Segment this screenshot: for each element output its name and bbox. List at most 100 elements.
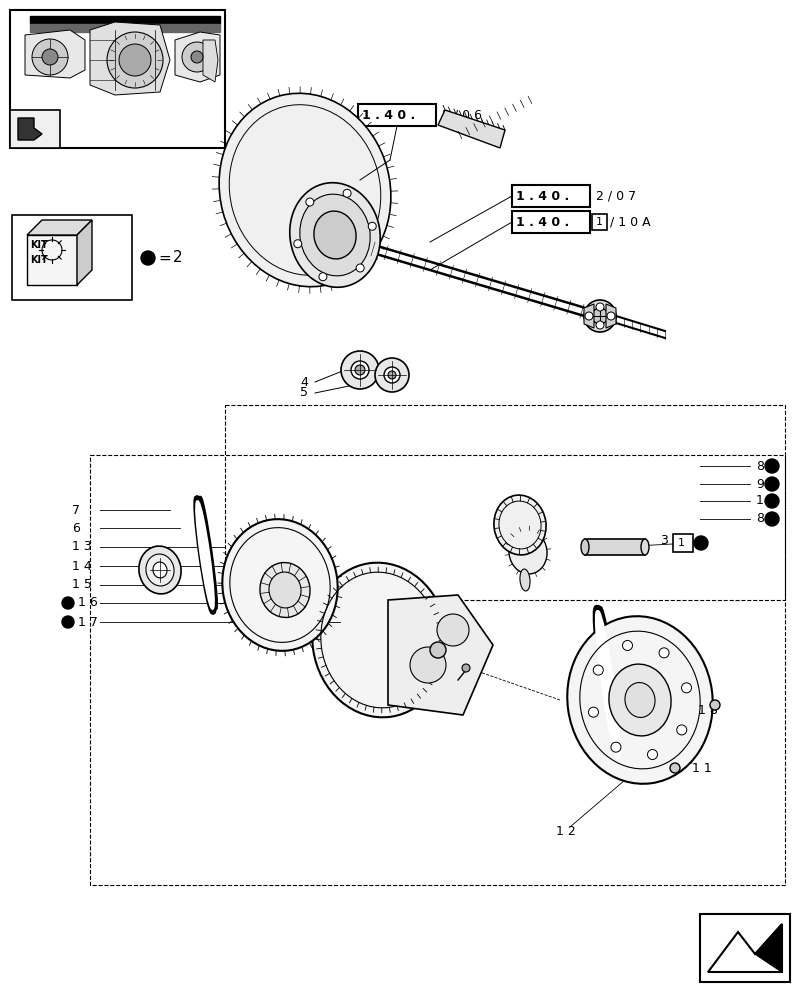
Text: 9: 9 [755, 478, 763, 490]
Ellipse shape [299, 194, 370, 276]
Circle shape [646, 750, 657, 760]
Circle shape [354, 365, 365, 375]
Bar [358, 104, 436, 126]
Text: 7: 7 [72, 504, 80, 516]
Polygon shape [90, 22, 169, 95]
Text: KIT: KIT [30, 240, 48, 250]
Bar [10, 110, 60, 148]
Polygon shape [27, 220, 92, 235]
Circle shape [141, 251, 155, 265]
Ellipse shape [312, 563, 447, 717]
Circle shape [676, 725, 686, 735]
Circle shape [436, 614, 469, 646]
Circle shape [356, 264, 363, 272]
Circle shape [430, 642, 445, 658]
Ellipse shape [581, 539, 588, 555]
Ellipse shape [139, 546, 181, 594]
Circle shape [343, 189, 350, 197]
Circle shape [610, 742, 620, 752]
Text: 3: 3 [659, 534, 667, 546]
Ellipse shape [196, 502, 213, 608]
Circle shape [191, 51, 203, 63]
Circle shape [107, 32, 163, 88]
Polygon shape [25, 30, 85, 78]
Ellipse shape [608, 664, 670, 736]
Ellipse shape [595, 608, 619, 762]
Ellipse shape [260, 563, 310, 617]
Circle shape [583, 300, 616, 332]
Circle shape [764, 494, 778, 508]
Text: / 1 0 A: / 1 0 A [609, 216, 650, 229]
Text: 1 4: 1 4 [72, 560, 92, 572]
Circle shape [461, 664, 470, 672]
Ellipse shape [350, 361, 368, 379]
Polygon shape [18, 118, 42, 140]
Bar [10, 10, 225, 148]
Text: 2 / 0 7: 2 / 0 7 [595, 190, 635, 203]
Polygon shape [754, 924, 781, 972]
Circle shape [764, 512, 778, 526]
Polygon shape [175, 32, 220, 82]
Text: 1: 1 [594, 217, 602, 227]
Ellipse shape [152, 562, 167, 578]
Ellipse shape [493, 495, 546, 555]
Text: 5: 5 [299, 386, 307, 399]
Text: KIT: KIT [30, 255, 48, 265]
Bar [672, 534, 692, 552]
Text: 1 . 4 0 .: 1 . 4 0 . [362, 109, 414, 122]
Text: 8: 8 [755, 512, 763, 526]
Ellipse shape [290, 183, 380, 287]
Circle shape [588, 707, 598, 717]
Text: 1 2: 1 2 [556, 825, 575, 838]
Ellipse shape [222, 519, 337, 651]
Circle shape [593, 665, 603, 675]
Text: 1 . 4 0 .: 1 . 4 0 . [515, 216, 569, 229]
Ellipse shape [519, 569, 530, 591]
Text: 1 6: 1 6 [78, 596, 97, 609]
Text: 1 7: 1 7 [78, 615, 98, 628]
Bar [12, 215, 132, 300]
Text: =: = [158, 250, 170, 265]
Circle shape [591, 308, 607, 324]
Circle shape [622, 640, 632, 650]
Polygon shape [437, 110, 504, 148]
Circle shape [388, 371, 396, 379]
Text: 1: 1 [677, 538, 684, 548]
Text: 1 . 4 0 .: 1 . 4 0 . [515, 190, 569, 203]
Text: 6: 6 [72, 522, 79, 534]
Polygon shape [605, 304, 616, 328]
Bar [512, 185, 590, 207]
Circle shape [32, 39, 68, 75]
Text: 1 3: 1 3 [72, 540, 92, 554]
Bar [591, 214, 607, 230]
Bar [699, 914, 789, 982]
Ellipse shape [624, 683, 654, 717]
Ellipse shape [341, 351, 379, 389]
Circle shape [62, 616, 74, 628]
Bar [584, 539, 644, 555]
Circle shape [764, 477, 778, 491]
Ellipse shape [195, 498, 213, 612]
Circle shape [595, 321, 603, 329]
Circle shape [680, 683, 691, 693]
Circle shape [659, 648, 668, 658]
Text: 1 1: 1 1 [691, 762, 711, 774]
Circle shape [42, 49, 58, 65]
Text: 1 8: 1 8 [697, 704, 717, 716]
Ellipse shape [146, 554, 174, 586]
Circle shape [693, 536, 707, 550]
Ellipse shape [596, 612, 619, 758]
Text: 8: 8 [755, 460, 763, 473]
Text: 4: 4 [299, 375, 307, 388]
Circle shape [584, 312, 592, 320]
Circle shape [306, 198, 314, 206]
Circle shape [182, 42, 212, 72]
Polygon shape [583, 304, 594, 328]
Ellipse shape [375, 358, 409, 392]
Circle shape [709, 700, 719, 710]
Circle shape [669, 763, 679, 773]
Ellipse shape [314, 211, 356, 259]
Ellipse shape [508, 530, 547, 574]
Ellipse shape [268, 572, 301, 608]
Polygon shape [203, 40, 217, 82]
